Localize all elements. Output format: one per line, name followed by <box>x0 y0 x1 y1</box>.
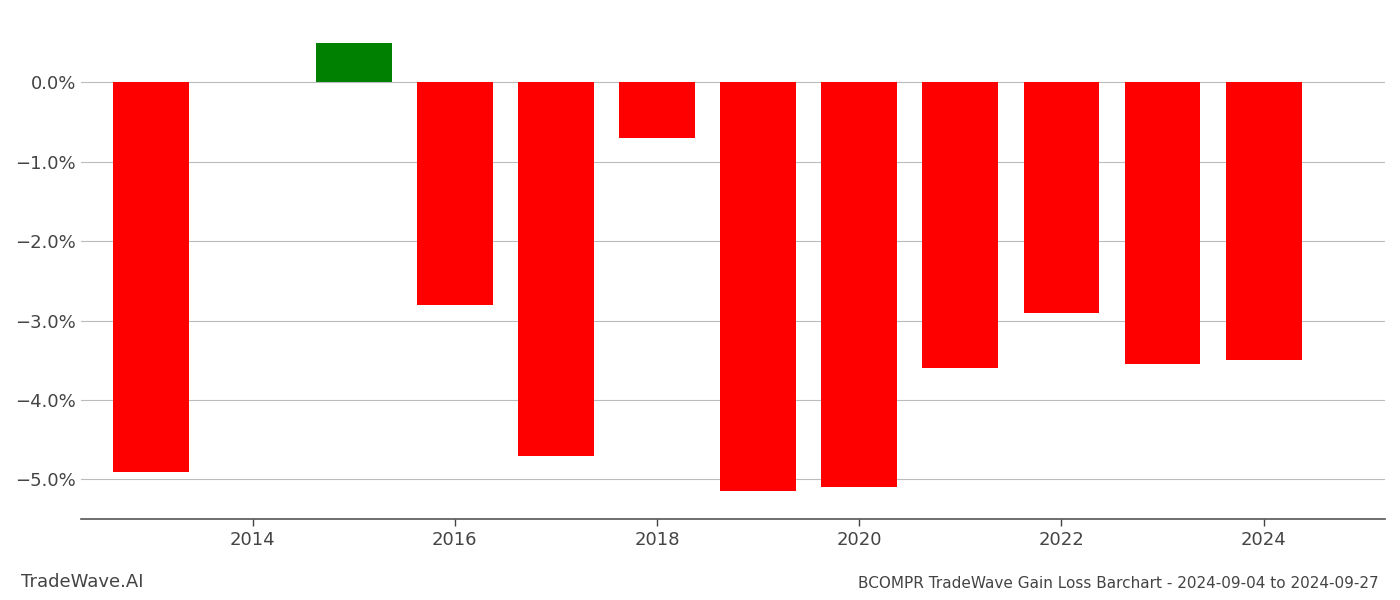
Bar <box>822 82 897 487</box>
Bar <box>113 82 189 472</box>
Text: BCOMPR TradeWave Gain Loss Barchart - 2024-09-04 to 2024-09-27: BCOMPR TradeWave Gain Loss Barchart - 20… <box>858 576 1379 591</box>
Bar <box>316 43 392 82</box>
Bar <box>417 82 493 305</box>
Bar <box>518 82 594 455</box>
Bar <box>1023 82 1099 313</box>
Bar <box>1124 82 1200 364</box>
Bar <box>923 82 998 368</box>
Bar <box>619 82 694 138</box>
Text: TradeWave.AI: TradeWave.AI <box>21 573 143 591</box>
Bar <box>720 82 797 491</box>
Bar <box>1226 82 1302 361</box>
